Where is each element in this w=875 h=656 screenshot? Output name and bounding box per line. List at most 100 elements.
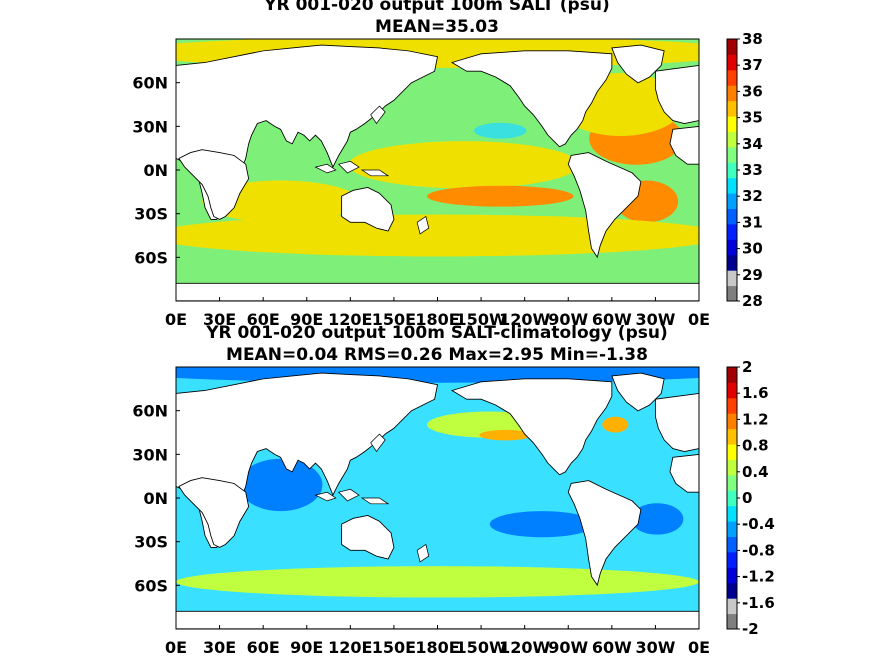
colorbar-segment	[727, 85, 737, 102]
field-patch	[479, 429, 532, 441]
colorbar-segment	[727, 69, 737, 86]
colorbar-segment	[727, 567, 737, 584]
lat-tick-label: 60S	[134, 576, 168, 595]
lon-tick-label: 60E	[247, 638, 280, 656]
lon-tick-label: 150E	[372, 310, 416, 329]
colorbar-segment	[727, 490, 737, 507]
lon-tick-label: 0E	[165, 310, 187, 329]
lon-tick-label: 0E	[688, 638, 710, 656]
colorbar-segment	[727, 613, 737, 630]
lon-tick-label: 120E	[328, 310, 372, 329]
colorbar: 2 1.6 1.2 0.8 0.4 0 -0.4 -0.8 -1.2 -1.6 -2	[726, 358, 775, 638]
colorbar-tick-label: 36	[742, 82, 763, 100]
colorbar-segment	[727, 444, 737, 460]
field-patch	[631, 503, 684, 535]
colorbar-segment	[727, 239, 737, 256]
colorbar-tick-label: 30	[742, 240, 763, 258]
lon-tick-label: 60W	[592, 638, 632, 656]
lat-tick-label: 30N	[132, 445, 168, 464]
colorbar-segment	[727, 505, 737, 522]
lon-tick-label: 150W	[456, 310, 507, 329]
lon-tick-label: 0E	[165, 638, 187, 656]
lat-tick-label: 60N	[132, 74, 168, 93]
colorbar-tick-label: 0	[742, 489, 752, 507]
lat-tick-labels: 60N 30N 0N 30S 60S	[132, 74, 180, 267]
colorbar-segment	[727, 270, 737, 287]
field-patch	[176, 566, 699, 598]
colorbar-tick-label: 0.8	[742, 437, 769, 455]
field-patch	[489, 511, 595, 538]
colorbar-tick-label: 1.6	[742, 384, 769, 402]
colorbar-segment	[727, 223, 737, 240]
lon-tick-label: 90E	[290, 638, 323, 656]
colorbar-segment	[727, 582, 737, 599]
colorbar: 38 37 36 35 34 33 32 31 30 29 28	[726, 30, 763, 310]
colorbar-tick-label: 35	[742, 109, 763, 127]
lon-tick-label: 180E	[415, 638, 459, 656]
lon-tick-label: 0E	[688, 310, 710, 329]
colorbar-segment	[727, 193, 737, 210]
colorbar-tick-label: 29	[742, 266, 763, 284]
colorbar-tick-label: 0.4	[742, 463, 769, 481]
field-patch	[348, 141, 579, 189]
colorbar-tick-label: 28	[742, 292, 763, 310]
salinity-anomaly-panel: YR 001-020 output 100m SALT-climatology …	[132, 323, 775, 656]
colorbar-segment	[727, 413, 737, 430]
colorbar-tick-label: 32	[742, 187, 763, 205]
lat-tick-label: 60S	[134, 248, 168, 267]
colorbar-segment	[727, 177, 737, 194]
colorbar-segment	[727, 521, 737, 538]
lon-tick-label: 120E	[328, 638, 372, 656]
lat-tick-label: 0N	[143, 161, 168, 180]
colorbar-segment	[727, 146, 737, 163]
colorbar-tick-label: -0.4	[742, 515, 775, 533]
lon-tick-label: 30E	[203, 310, 236, 329]
colorbar-segment	[727, 428, 737, 445]
colorbar-tick-label: 31	[742, 213, 763, 231]
colorbar-segment	[727, 162, 737, 179]
lon-tick-label: 30E	[203, 638, 236, 656]
colorbar-tick-label: 33	[742, 161, 763, 179]
colorbar-tick-label: -1.2	[742, 568, 775, 586]
colorbar-segment	[727, 459, 737, 476]
colorbar-tick-label: 1.2	[742, 410, 769, 428]
colorbar-tick-label: -0.8	[742, 541, 775, 559]
lon-tick-label: 90E	[290, 310, 323, 329]
colorbar-segment	[727, 208, 737, 225]
colorbar-segment	[727, 397, 737, 414]
lon-tick-label: 30W	[635, 310, 675, 329]
colorbar-segment	[727, 598, 737, 615]
colorbar-segment	[727, 536, 737, 553]
field-patch	[176, 214, 699, 257]
colorbar-tick-label: -2	[742, 620, 759, 638]
colorbar-tick-label: 34	[742, 135, 763, 153]
colorbar-segment	[727, 39, 737, 55]
colorbar-segment	[727, 551, 737, 568]
lat-tick-label: 30N	[132, 117, 168, 136]
colorbar-segment	[727, 474, 737, 491]
colorbar-segment	[727, 100, 737, 117]
lat-tick-labels: 60N 30N 0N 30S 60S	[132, 402, 180, 595]
colorbar-tick-label: -1.6	[742, 594, 775, 612]
colorbar-tick-label: 37	[742, 56, 763, 74]
panel-title-line1: YR 001-020 output 100m SALT (psu)	[263, 0, 609, 15]
lon-tick-label: 60W	[592, 310, 632, 329]
lon-tick-label: 150E	[372, 638, 416, 656]
lat-tick-label: 30S	[134, 205, 168, 224]
lat-tick-label: 0N	[143, 489, 168, 508]
colorbar-segment	[727, 285, 737, 302]
colorbar-segment	[727, 116, 737, 132]
field-patch	[427, 185, 574, 207]
lon-tick-label: 180E	[415, 310, 459, 329]
colorbar-segment	[727, 367, 737, 383]
lat-tick-label: 30S	[134, 533, 168, 552]
field-patch	[602, 416, 629, 433]
lon-tick-label: 60E	[247, 310, 280, 329]
map-field	[176, 39, 699, 301]
colorbar-segment	[727, 254, 737, 271]
panel-title-line2: MEAN=35.03	[375, 17, 499, 37]
panel-title-line1: YR 001-020 output 100m SALT-climatology …	[205, 323, 668, 343]
lat-tick-label: 60N	[132, 402, 168, 421]
colorbar-tick-label: 38	[742, 30, 763, 48]
